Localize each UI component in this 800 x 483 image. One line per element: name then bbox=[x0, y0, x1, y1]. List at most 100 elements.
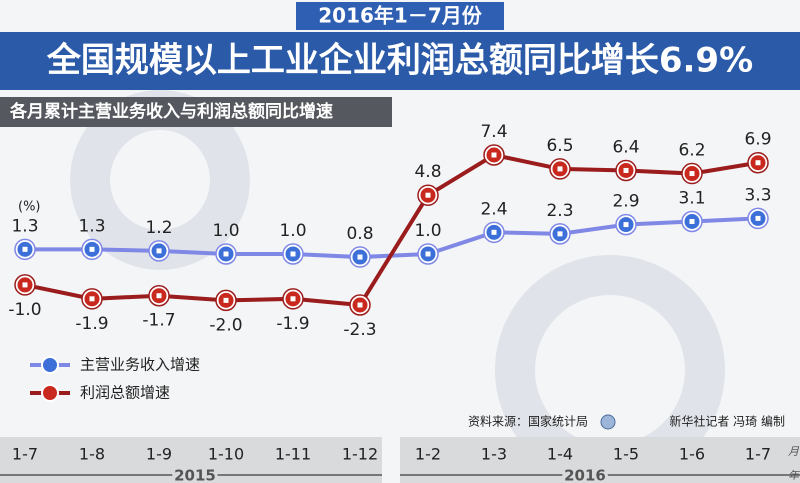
value-label: -1.0 bbox=[8, 300, 41, 320]
value-label: -1.9 bbox=[276, 314, 309, 334]
data-point bbox=[483, 221, 505, 244]
data-point bbox=[681, 210, 703, 233]
subtitle-box bbox=[0, 97, 392, 127]
marker-center bbox=[689, 218, 695, 224]
marker-center bbox=[491, 229, 497, 235]
data-point bbox=[148, 284, 170, 307]
value-label: 7.4 bbox=[480, 122, 507, 142]
marker-center bbox=[290, 251, 296, 257]
x-tick-label: 1-3 bbox=[481, 445, 507, 464]
x-tick-label: 1-9 bbox=[146, 445, 172, 464]
marker-center bbox=[357, 254, 363, 260]
value-label: 2.4 bbox=[480, 199, 507, 219]
data-point bbox=[14, 238, 36, 261]
marker-center bbox=[755, 215, 761, 221]
x-tick-label: 1-2 bbox=[415, 445, 441, 464]
header-box bbox=[296, 2, 504, 30]
x-tick-label: 1-12 bbox=[342, 445, 378, 464]
value-label: 1.0 bbox=[279, 221, 306, 241]
year-unit: 年 bbox=[788, 469, 800, 482]
data-point bbox=[747, 151, 769, 174]
data-point bbox=[81, 288, 103, 310]
marker-center bbox=[22, 282, 28, 288]
data-point bbox=[615, 213, 637, 236]
marker-center bbox=[425, 192, 431, 198]
marker-center bbox=[689, 171, 695, 177]
data-point bbox=[417, 243, 439, 265]
marker-center bbox=[623, 167, 629, 173]
marker-center bbox=[557, 231, 563, 237]
series-line bbox=[24, 152, 759, 308]
x-tick-label: 1-7 bbox=[12, 445, 38, 464]
value-label: -2.3 bbox=[343, 320, 376, 340]
data-point bbox=[14, 274, 36, 296]
value-label: -1.9 bbox=[75, 314, 108, 334]
legend-marker bbox=[41, 384, 59, 402]
x-tick-label: 1-10 bbox=[208, 445, 244, 464]
value-label: 0.8 bbox=[346, 224, 373, 244]
marker-center bbox=[290, 296, 296, 302]
marker-center bbox=[425, 251, 431, 257]
data-point bbox=[349, 294, 371, 316]
month-unit: 月 bbox=[788, 445, 800, 458]
year-label: 2016 bbox=[564, 467, 606, 483]
x-tick-label: 1-8 bbox=[79, 445, 105, 464]
credit: 新华社记者 冯琦 编制 bbox=[669, 414, 785, 429]
x-tick-label: 1-5 bbox=[613, 445, 639, 464]
value-label: 6.4 bbox=[612, 137, 639, 157]
marker-center bbox=[223, 297, 229, 303]
year-label: 2015 bbox=[174, 467, 216, 483]
data-point bbox=[417, 184, 439, 206]
value-label: 1.3 bbox=[78, 216, 105, 236]
x-tick-label: 1-6 bbox=[679, 445, 705, 464]
legend-label: 主营业务收入增速 bbox=[80, 356, 200, 374]
marker-center bbox=[22, 246, 28, 252]
data-point bbox=[349, 246, 371, 268]
value-label: 2.3 bbox=[546, 201, 573, 221]
data-point bbox=[549, 158, 571, 180]
subtitle: 各月累计主营业务收入与利润总额同比增速 bbox=[9, 101, 333, 122]
value-label: 3.1 bbox=[678, 188, 705, 208]
title-bar bbox=[0, 32, 800, 90]
data-point bbox=[681, 162, 703, 185]
data-point bbox=[282, 288, 304, 310]
marker-center bbox=[623, 222, 629, 228]
marker-center bbox=[89, 296, 95, 302]
value-label: 2.9 bbox=[612, 192, 639, 212]
x-tick-label: 1-11 bbox=[275, 445, 311, 464]
x-tick-label: 1-4 bbox=[547, 445, 573, 464]
marker-center bbox=[156, 248, 162, 254]
chart-title: 全国规模以上工业企业利润总额同比增长6.9% bbox=[46, 41, 753, 81]
data-point bbox=[747, 207, 769, 230]
value-label: 6.9 bbox=[744, 130, 771, 150]
value-label: 1.2 bbox=[145, 218, 172, 238]
header: 2016年1－7月份 bbox=[318, 4, 482, 28]
marker-center bbox=[755, 160, 761, 166]
marker-center bbox=[357, 302, 363, 308]
data-point bbox=[615, 159, 637, 182]
value-label: 1.0 bbox=[414, 221, 441, 241]
data-point bbox=[148, 240, 170, 262]
value-label: 3.3 bbox=[744, 185, 771, 205]
marker-center bbox=[491, 152, 497, 158]
value-label: -2.0 bbox=[209, 315, 242, 335]
data-point bbox=[282, 243, 304, 265]
data-point bbox=[549, 223, 571, 245]
marker-center bbox=[156, 293, 162, 299]
marker-center bbox=[557, 166, 563, 172]
value-label: 6.5 bbox=[546, 136, 573, 156]
legend-marker bbox=[41, 356, 59, 374]
value-label: 1.0 bbox=[212, 221, 239, 241]
unit: (%) bbox=[18, 200, 41, 215]
value-label: 4.8 bbox=[414, 162, 441, 182]
source: 资料来源：国家统计局 bbox=[468, 414, 588, 429]
value-label: 6.2 bbox=[678, 141, 705, 161]
data-point bbox=[81, 238, 103, 261]
marker-center bbox=[223, 251, 229, 257]
value-label: -1.7 bbox=[142, 311, 175, 331]
legend-label: 利润总额增速 bbox=[80, 384, 170, 402]
data-point bbox=[215, 243, 237, 265]
data-point bbox=[215, 289, 237, 312]
value-label: 1.3 bbox=[11, 216, 38, 236]
